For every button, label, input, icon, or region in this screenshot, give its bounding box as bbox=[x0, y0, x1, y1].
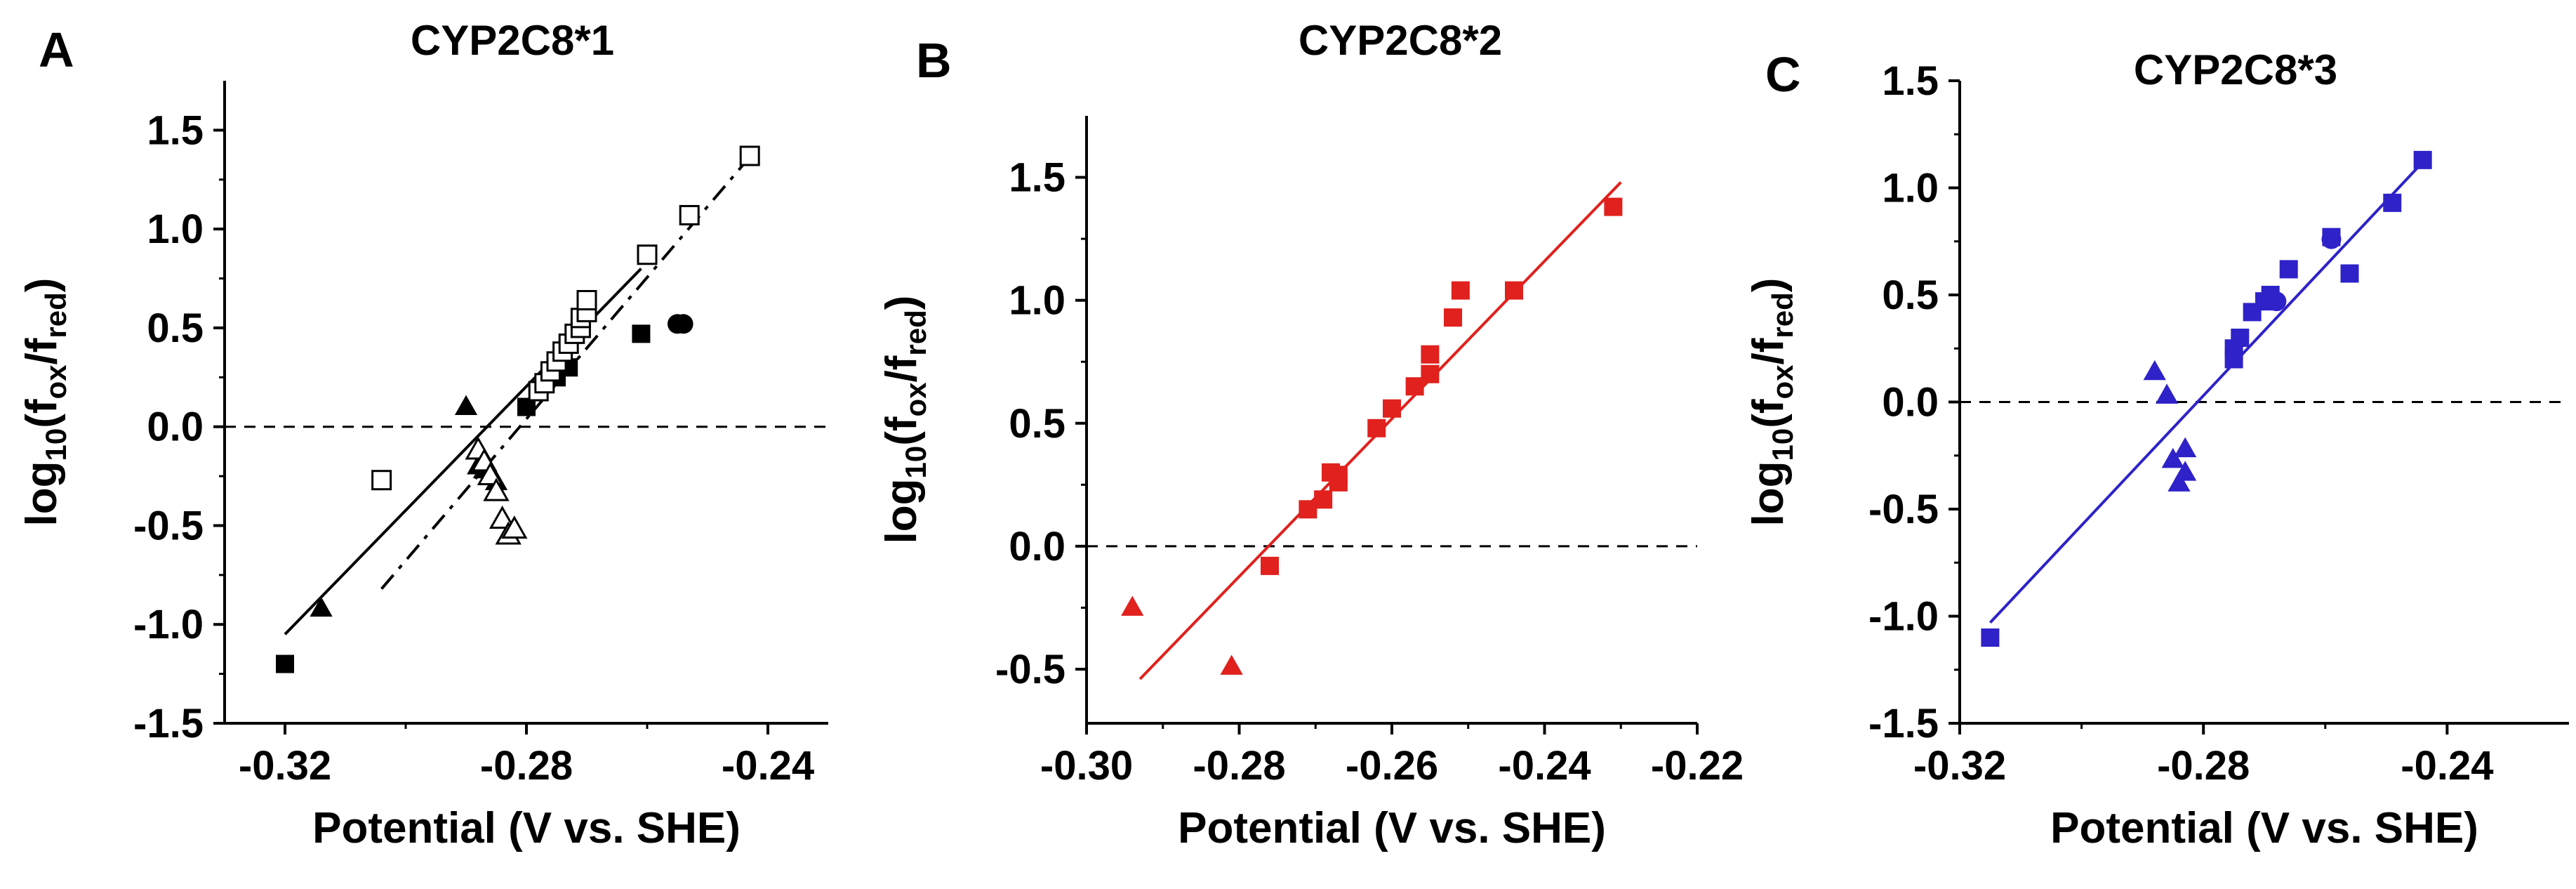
chart-title: CYP2C8*1 bbox=[411, 17, 614, 64]
chart-title: CYP2C8*2 bbox=[1299, 17, 1502, 64]
x-tick-label: -0.24 bbox=[1498, 743, 1591, 789]
data-point-triangle bbox=[2167, 471, 2191, 492]
data-point-square bbox=[637, 244, 658, 265]
y-tick-label: -1.5 bbox=[1868, 701, 1939, 746]
data-point-square bbox=[1261, 556, 1279, 575]
data-point-square bbox=[2340, 264, 2359, 283]
panel-letter: A bbox=[39, 22, 74, 77]
data-point-triangle bbox=[310, 596, 333, 617]
data-point-square bbox=[2383, 193, 2402, 212]
panel-b: B CYP2C8*2 -0.5 0.0 0.5 1.0 1.5 -0.30 -0.28 -0.26… bbox=[877, 17, 1744, 852]
y-tick-label: 1.0 bbox=[1882, 166, 1939, 211]
y-tick-label: -1.0 bbox=[1868, 594, 1939, 640]
data-point-square bbox=[1421, 345, 1440, 364]
y-tick-label: 0.0 bbox=[1009, 524, 1065, 569]
data-point-square bbox=[739, 145, 760, 166]
x-tick-label: -0.24 bbox=[2401, 743, 2493, 789]
data-point-triangle bbox=[1121, 595, 1144, 616]
data-point-triangle bbox=[483, 478, 510, 501]
y-tick-label: 1.0 bbox=[147, 206, 204, 252]
y-tick-label: 1.0 bbox=[1009, 278, 1065, 324]
data-point-triangle bbox=[2174, 437, 2197, 458]
y-tick-label: -0.5 bbox=[995, 647, 1065, 692]
data-point-triangle bbox=[2161, 447, 2184, 468]
data-point-circle bbox=[2266, 291, 2287, 312]
data-point-square bbox=[1367, 419, 1386, 437]
data-point-square bbox=[1299, 500, 1317, 519]
y-tick-label: 0.5 bbox=[1009, 401, 1065, 447]
y-tick-label: 0.0 bbox=[1882, 380, 1939, 426]
x-tick-label: -0.22 bbox=[1651, 743, 1744, 789]
data-point-circle bbox=[673, 314, 693, 334]
data-point-square bbox=[632, 324, 651, 343]
data-point-triangle bbox=[2143, 360, 2166, 381]
y-tick-label: -1.5 bbox=[133, 701, 204, 746]
x-tick-label: -0.24 bbox=[722, 743, 814, 789]
x-tick-label: -0.32 bbox=[239, 743, 331, 789]
y-tick-label: 1.5 bbox=[147, 107, 204, 153]
y-tick-label: -0.5 bbox=[1868, 487, 1939, 532]
data-point-square bbox=[2279, 260, 2298, 279]
chart-title: CYP2C8*3 bbox=[2134, 46, 2337, 93]
panel-c: C CYP2C8*3 -1.5 -1.0 -0.5 0.0 0.5 1.0 1.5 -0.32 -0… bbox=[1744, 46, 2569, 852]
y-tick-label: 1.5 bbox=[1009, 155, 1065, 201]
data-point-square bbox=[1405, 377, 1424, 396]
data-point-square bbox=[2231, 329, 2250, 347]
data-point-triangle bbox=[501, 515, 528, 539]
y-tick-label: 0.5 bbox=[147, 305, 204, 351]
x-axis-label: Potential (V vs. SHE) bbox=[312, 804, 741, 852]
data-point-square bbox=[1421, 364, 1440, 383]
fit-line bbox=[1989, 161, 2424, 624]
y-axis-label: log10(fox/fred) bbox=[18, 278, 72, 527]
x-axis-label: Potential (V vs. SHE) bbox=[2050, 804, 2478, 852]
x-tick-label: -0.28 bbox=[2157, 743, 2250, 789]
panel-a: A CYP2C8*1 -1.5 -1.0 -0.5 0.0 0.5 1.0 1.5 -0.32 -0… bbox=[18, 17, 828, 852]
y-tick-label: 0.5 bbox=[1882, 272, 1939, 318]
y-axis-label: log10(fox/fred) bbox=[1744, 278, 1799, 527]
data-point-triangle bbox=[2156, 383, 2179, 404]
x-tick-label: -0.30 bbox=[1040, 743, 1133, 789]
data-point-square bbox=[1383, 399, 1401, 418]
data-point-square bbox=[1444, 308, 1462, 327]
x-axis-label: Potential (V vs. SHE) bbox=[1178, 804, 1606, 852]
data-point-triangle bbox=[2174, 461, 2197, 481]
panel-letter: C bbox=[1765, 47, 1801, 102]
data-point-square bbox=[679, 204, 700, 225]
y-tick-label: -1.0 bbox=[133, 602, 204, 647]
data-point-square bbox=[1451, 281, 1470, 300]
data-point-square bbox=[371, 470, 392, 491]
data-point-square bbox=[1329, 473, 1348, 492]
data-point-square bbox=[2413, 150, 2432, 169]
y-tick-label: 0.0 bbox=[147, 404, 204, 450]
data-point-square bbox=[276, 654, 294, 673]
x-tick-label: -0.28 bbox=[480, 743, 573, 789]
data-point-triangle bbox=[454, 395, 478, 416]
y-tick-label: -0.5 bbox=[133, 503, 204, 548]
x-tick-label: -0.28 bbox=[1193, 743, 1285, 789]
data-point-square bbox=[1981, 628, 2000, 647]
data-point-square bbox=[1604, 197, 1623, 216]
data-point-triangle bbox=[1220, 654, 1243, 675]
x-tick-label: -0.32 bbox=[1913, 743, 2006, 789]
data-point-circle bbox=[2321, 229, 2342, 249]
x-tick-label: -0.26 bbox=[1346, 743, 1438, 789]
y-tick-label: 1.5 bbox=[1882, 58, 1939, 104]
data-point-square bbox=[1505, 281, 1523, 300]
data-point-square bbox=[1314, 490, 1333, 509]
panel-letter: B bbox=[916, 33, 952, 88]
y-axis-label: log10(fox/fred) bbox=[877, 296, 932, 544]
data-point-square bbox=[576, 290, 597, 311]
